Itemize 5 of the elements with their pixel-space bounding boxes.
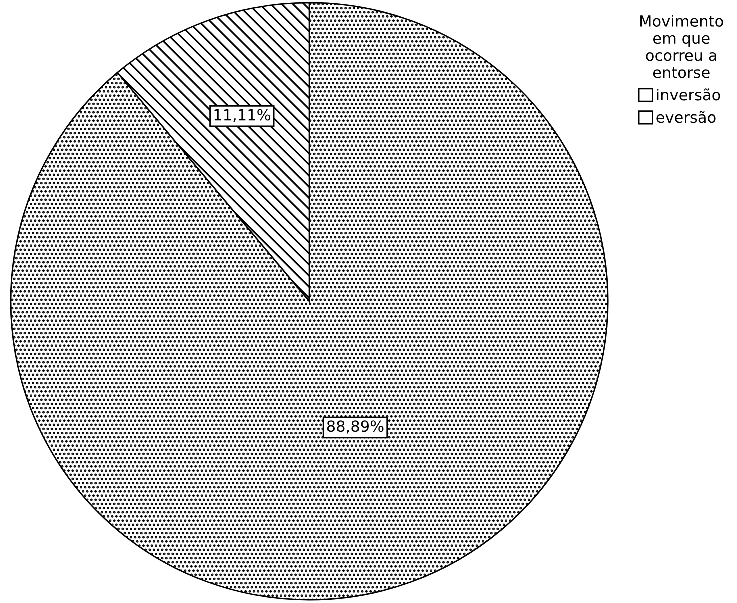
legend-title: Movimento em que ocorreu a entorse: [640, 15, 724, 78]
data-label: 88,89%: [327, 420, 384, 434]
data-label: 11,11%: [214, 109, 270, 122]
legend-label: inversão: [657, 88, 720, 101]
legend-label: eversão: [656, 111, 716, 124]
